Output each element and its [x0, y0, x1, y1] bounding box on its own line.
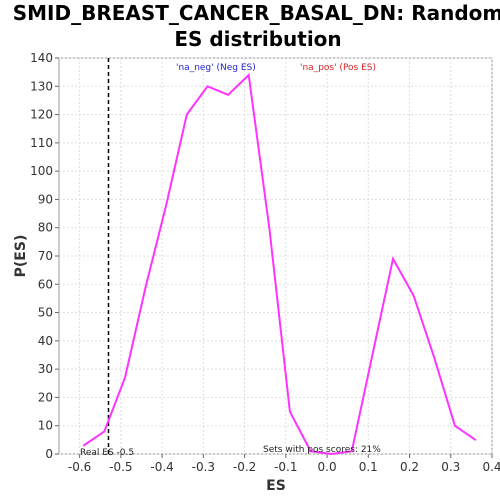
- es-distribution-line: [83, 72, 477, 456]
- data-point: [227, 93, 229, 96]
- y-tick-label: 40: [38, 334, 53, 348]
- chart-title-line-1: SMID_BREAST_CANCER_BASAL_DN: Random: [13, 1, 500, 25]
- x-tick-label: 0.3: [441, 460, 460, 474]
- grid-lines: [59, 57, 493, 455]
- y-tick-label: 140: [30, 51, 53, 65]
- legend-neg-es: 'na_neg' (Neg ES): [176, 63, 256, 73]
- y-axis-title: P(ES): [13, 235, 29, 278]
- y-tick-label: 110: [30, 136, 53, 150]
- x-tick-label: -0.3: [192, 460, 215, 474]
- x-tick-label: -0.5: [109, 460, 132, 474]
- data-point: [330, 453, 332, 455]
- data-point: [103, 430, 106, 433]
- legend-pos-es: 'na_pos' (Pos ES): [300, 63, 376, 73]
- data-point: [454, 424, 456, 427]
- data-point: [144, 286, 147, 288]
- y-tick-label: 20: [38, 390, 53, 404]
- data-point: [289, 410, 291, 413]
- data-point: [309, 450, 312, 452]
- y-tick-label: 50: [38, 306, 53, 320]
- y-tick-label: 70: [38, 249, 53, 263]
- data-point: [268, 226, 271, 229]
- y-tick-label: 80: [38, 221, 53, 235]
- data-point: [474, 439, 477, 441]
- data-point: [186, 113, 188, 116]
- data-point: [433, 357, 436, 359]
- data-point: [247, 74, 250, 76]
- y-tick-label: 120: [30, 108, 53, 122]
- data-point: [82, 444, 85, 447]
- y-tick-label: 30: [38, 362, 53, 376]
- x-tick-label: -0.6: [68, 460, 91, 474]
- data-point: [371, 354, 374, 356]
- pos-scores-label: Sets with pos scores: 21%: [263, 445, 381, 455]
- y-tick-label: 0: [45, 447, 53, 461]
- x-tick-label: 0.0: [318, 460, 337, 474]
- chart-title-line-2: ES distribution: [174, 27, 341, 51]
- data-point: [124, 376, 126, 379]
- x-axis-title: ES: [266, 478, 286, 494]
- x-tick-label: -0.4: [150, 460, 173, 474]
- x-tick-label: -0.2: [233, 460, 256, 474]
- data-point: [206, 85, 209, 88]
- y-tick-label: 90: [38, 192, 53, 206]
- data-point: [165, 204, 168, 206]
- x-tick-label: -0.1: [274, 460, 297, 474]
- axis-ticks: 0 10 20 30 40 50 60 70 80 90 100 110 120 130 140 -0.6 -0…: [30, 51, 500, 474]
- data-point: [392, 258, 394, 260]
- real-es-label: Real ES -0.5: [80, 448, 134, 458]
- x-tick-label: 0.1: [359, 460, 378, 474]
- x-tick-label: 0.2: [400, 460, 419, 474]
- y-tick-label: 100: [30, 164, 53, 178]
- data-point: [412, 294, 415, 297]
- y-tick-label: 130: [30, 79, 53, 93]
- x-tick-label: 0.4: [482, 460, 500, 474]
- y-tick-label: 60: [38, 277, 53, 291]
- y-tick-label: 10: [38, 419, 53, 433]
- data-points: [82, 74, 477, 455]
- data-point: [350, 450, 353, 452]
